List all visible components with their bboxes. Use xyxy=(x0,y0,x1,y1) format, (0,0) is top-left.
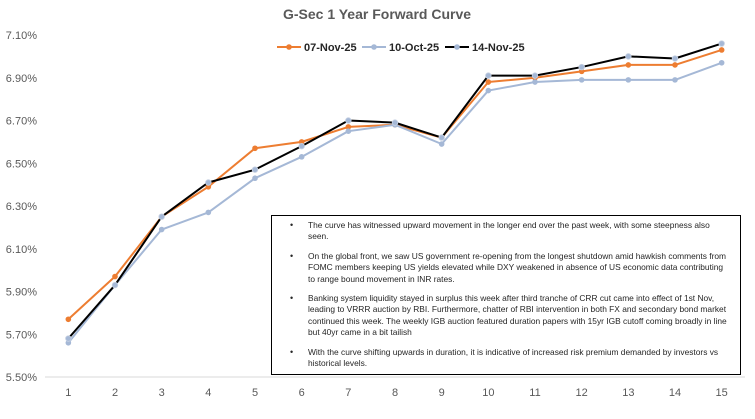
data-point xyxy=(625,77,632,83)
x-tick-label: 11 xyxy=(529,387,540,399)
note-item: Banking system liquidity stayed in surpl… xyxy=(280,293,732,339)
x-tick-label: 1 xyxy=(65,387,71,399)
data-point xyxy=(438,134,445,141)
y-tick-label: 6.30% xyxy=(6,201,37,213)
note-item: The curve has witnessed upward movement … xyxy=(280,220,732,243)
data-point xyxy=(578,77,585,83)
y-tick-label: 6.70% xyxy=(6,116,37,128)
data-point xyxy=(578,63,585,71)
y-tick-label: 6.90% xyxy=(6,73,37,85)
x-tick-label: 8 xyxy=(392,387,398,399)
data-point xyxy=(438,141,445,147)
data-point xyxy=(671,55,679,62)
chart-title: G-Sec 1 Year Forward Curve xyxy=(283,6,471,22)
data-point xyxy=(252,175,258,182)
data-point xyxy=(485,72,492,79)
data-point xyxy=(718,59,725,66)
data-point xyxy=(205,209,212,216)
data-point xyxy=(205,179,212,186)
note-item: With the curve shifting upwards in durat… xyxy=(280,347,732,370)
x-tick-label: 6 xyxy=(299,387,305,399)
data-point xyxy=(65,316,72,323)
data-point xyxy=(251,166,259,173)
legend-marker xyxy=(371,44,377,50)
x-tick-label: 10 xyxy=(482,387,494,399)
data-point xyxy=(298,142,305,150)
data-point xyxy=(65,335,72,342)
x-tick-label: 14 xyxy=(669,387,681,399)
x-tick-label: 9 xyxy=(439,387,445,399)
legend-item: 14-Nov-25 xyxy=(445,42,525,54)
x-tick-label: 13 xyxy=(622,387,634,399)
y-tick-label: 6.10% xyxy=(6,244,37,256)
legend-label: 10-Oct-25 xyxy=(389,42,439,54)
data-point xyxy=(158,213,165,220)
series-layer xyxy=(65,40,725,346)
x-tick-label: 2 xyxy=(112,387,118,399)
legend-marker xyxy=(286,44,292,50)
x-tick-label: 15 xyxy=(716,387,728,399)
data-point xyxy=(718,47,725,53)
data-point xyxy=(391,119,399,126)
axes: 5.50% 5.70% 5.90% 6.10% 6.30% 6.50% 6.70% 6.90%… xyxy=(6,30,745,399)
data-point xyxy=(298,154,305,160)
x-tick-label: 3 xyxy=(159,387,165,399)
data-point xyxy=(718,40,725,47)
data-point xyxy=(345,124,352,130)
x-tick-label: 12 xyxy=(576,387,588,399)
legend-item: 07-Nov-25 xyxy=(277,42,357,54)
legend-label: 07-Nov-25 xyxy=(304,42,357,54)
data-point xyxy=(252,145,258,152)
legend-marker xyxy=(454,44,460,50)
y-tick-label: 6.50% xyxy=(6,158,37,170)
data-point xyxy=(111,281,119,289)
commentary-box: The curve has witnessed upward movement … xyxy=(271,215,741,375)
data-point xyxy=(485,87,492,94)
y-tick-label: 7.10% xyxy=(6,30,37,42)
data-point xyxy=(625,62,632,68)
legend: 07-Nov-25 10-Oct-25 14-Nov-25 xyxy=(277,42,525,54)
data-point xyxy=(532,79,538,85)
data-point xyxy=(485,79,492,85)
data-point xyxy=(672,77,678,83)
legend-label: 14-Nov-25 xyxy=(472,42,525,54)
data-point xyxy=(625,53,632,60)
y-tick-label: 5.90% xyxy=(6,287,37,299)
x-tick-label: 5 xyxy=(252,387,258,399)
data-point xyxy=(158,226,165,233)
x-tick-label: 7 xyxy=(345,387,351,399)
x-tick-label: 4 xyxy=(205,387,211,399)
data-point xyxy=(112,273,118,280)
note-item: On the global front, we saw US governmen… xyxy=(280,251,732,285)
data-point xyxy=(672,62,678,68)
data-point xyxy=(531,72,539,79)
data-point xyxy=(345,128,352,134)
data-point xyxy=(345,117,352,124)
legend-item: 10-Oct-25 xyxy=(362,42,439,54)
y-tick-label: 5.70% xyxy=(6,329,37,341)
series-14-Nov-25 xyxy=(65,40,725,342)
y-tick-label: 5.50% xyxy=(6,372,37,384)
